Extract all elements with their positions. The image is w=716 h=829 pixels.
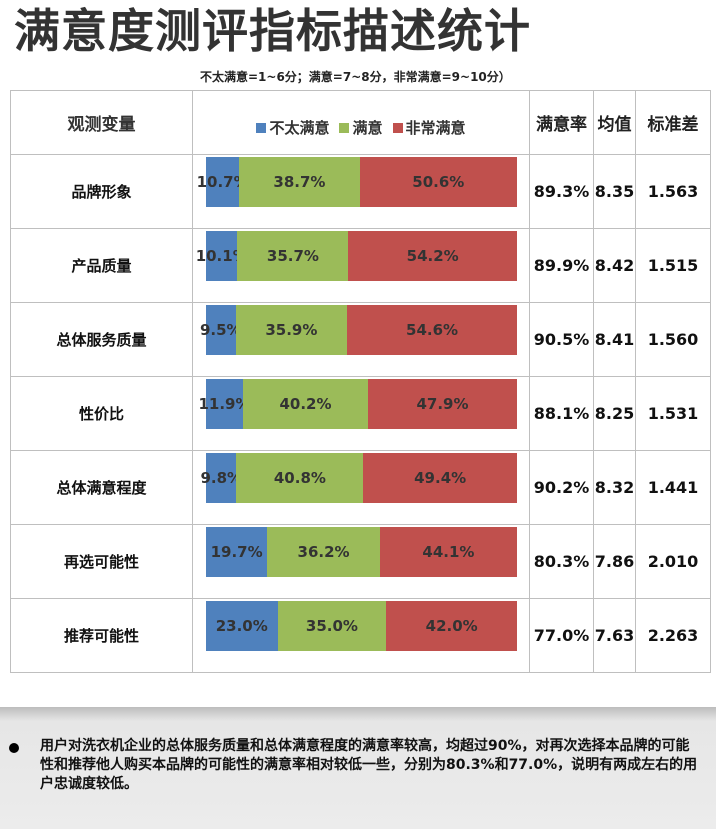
satisfaction-table: 观测变量 不太满意 满意 非常满意 满意率 均值 标准差 品牌形象 10.7% 38.7… (10, 90, 711, 673)
page-title: 满意度测评指标描述统计 (14, 4, 531, 58)
table-row: 总体满意程度 9.8% 40.8% 49.4% 90.2% 8.32 1.441 (10, 450, 711, 525)
row-label: 性价比 (10, 376, 193, 451)
bar-cell: 10.7% 38.7% 50.6% (192, 154, 530, 229)
stat-mean: 8.35 (593, 154, 636, 229)
stat-rate: 88.1% (529, 376, 594, 451)
table-row: 性价比 11.9% 40.2% 47.9% 88.1% 8.25 1.531 (10, 376, 711, 451)
table-header-row: 观测变量 不太满意 满意 非常满意 满意率 均值 标准差 (10, 90, 711, 155)
stacked-bar: 11.9% 40.2% 47.9% (198, 379, 517, 429)
summary-note-text: 用户对洗衣机企业的总体服务质量和总体满意程度的满意率较高，均超过90%，对再次选… (40, 738, 698, 792)
stat-rate: 77.0% (529, 598, 594, 673)
header-variable: 观测变量 (10, 90, 193, 155)
stat-sd: 1.563 (635, 154, 711, 229)
stat-sd: 1.441 (635, 450, 711, 525)
row-label: 推荐可能性 (10, 598, 193, 673)
bar-segment-high: 54.6% (347, 305, 517, 355)
stacked-bar: 19.7% 36.2% 44.1% (206, 527, 517, 577)
legend-item-mid: 满意 (339, 117, 383, 138)
legend-label: 不太满意 (269, 119, 330, 137)
bar-segment-high: 54.2% (348, 231, 517, 281)
stat-rate: 80.3% (529, 524, 594, 599)
chart-legend-cell: 不太满意 满意 非常满意 (192, 90, 530, 155)
bar-segment-high: 50.6% (359, 157, 517, 207)
bar-segment-high: 49.4% (363, 453, 517, 503)
bar-segment-low: 10.1% (196, 231, 248, 281)
stacked-bar: 9.8% 40.8% 49.4% (200, 453, 517, 503)
table-row: 产品质量 10.1% 35.7% 54.2% 89.9% 8.42 1.515 (10, 228, 711, 303)
stat-sd: 2.263 (635, 598, 711, 673)
row-label: 总体服务质量 (10, 302, 193, 377)
legend-swatch-low (256, 122, 267, 133)
legend-swatch-mid (339, 122, 350, 133)
bar-segment-mid: 35.7% (237, 231, 349, 281)
bar-segment-high: 47.9% (368, 379, 517, 429)
bar-segment-mid: 40.2% (243, 379, 369, 429)
bar-segment-mid: 40.8% (236, 453, 364, 503)
stat-sd: 1.515 (635, 228, 711, 303)
stat-mean: 7.86 (593, 524, 636, 599)
header-mean: 均值 (593, 90, 636, 155)
legend-item-low: 不太满意 (256, 117, 329, 138)
row-label: 品牌形象 (10, 154, 193, 229)
summary-note-panel: 用户对洗衣机企业的总体服务质量和总体满意程度的满意率较高，均超过90%，对再次选… (0, 707, 716, 829)
stacked-bar: 23.0% 35.0% 42.0% (206, 601, 517, 651)
table-body: 品牌形象 10.7% 38.7% 50.6% 89.3% 8.35 1.563 产品质量 10.… (10, 154, 711, 673)
bar-segment-low: 23.0% (206, 601, 278, 651)
bar-segment-low: 9.5% (200, 305, 242, 355)
legend-swatch-high (392, 122, 403, 133)
chart-legend: 不太满意 满意 非常满意 (193, 107, 529, 138)
row-label: 再选可能性 (10, 524, 193, 599)
stat-mean: 8.32 (593, 450, 636, 525)
legend-label: 满意 (352, 119, 383, 137)
bar-cell: 23.0% 35.0% 42.0% (192, 598, 530, 673)
row-label: 产品质量 (10, 228, 193, 303)
table-row: 总体服务质量 9.5% 35.9% 54.6% 90.5% 8.41 1.560 (10, 302, 711, 377)
bar-cell: 9.8% 40.8% 49.4% (192, 450, 530, 525)
bar-segment-low: 10.7% (197, 157, 249, 207)
header-rate: 满意率 (529, 90, 594, 155)
score-definition-note: 不太满意=1~6分；满意=7~8分，非常满意=9~10分） (200, 70, 511, 84)
stat-sd: 2.010 (635, 524, 711, 599)
bar-segment-high: 42.0% (386, 601, 517, 651)
stat-rate: 90.2% (529, 450, 594, 525)
stacked-bar: 9.5% 35.9% 54.6% (200, 305, 517, 355)
table-row: 品牌形象 10.7% 38.7% 50.6% 89.3% 8.35 1.563 (10, 154, 711, 229)
bar-cell: 10.1% 35.7% 54.2% (192, 228, 530, 303)
stacked-bar: 10.7% 38.7% 50.6% (197, 157, 517, 207)
stat-mean: 7.63 (593, 598, 636, 673)
stat-rate: 90.5% (529, 302, 594, 377)
stat-rate: 89.9% (529, 228, 594, 303)
stat-mean: 8.41 (593, 302, 636, 377)
bar-cell: 9.5% 35.9% 54.6% (192, 302, 530, 377)
bar-cell: 19.7% 36.2% 44.1% (192, 524, 530, 599)
stat-sd: 1.531 (635, 376, 711, 451)
bar-segment-mid: 36.2% (267, 527, 380, 577)
bar-segment-high: 44.1% (379, 527, 517, 577)
stat-mean: 8.25 (593, 376, 636, 451)
row-label: 总体满意程度 (10, 450, 193, 525)
bar-segment-low: 9.8% (200, 453, 242, 503)
bullet-icon (9, 743, 19, 753)
legend-label: 非常满意 (405, 119, 466, 137)
bar-segment-low: 11.9% (198, 379, 251, 429)
bar-cell: 11.9% 40.2% 47.9% (192, 376, 530, 451)
bar-segment-mid: 35.9% (235, 305, 348, 355)
bar-segment-mid: 35.0% (277, 601, 387, 651)
legend-item-high: 非常满意 (392, 117, 466, 138)
bar-segment-mid: 38.7% (239, 157, 360, 207)
stacked-bar: 10.1% 35.7% 54.2% (196, 231, 517, 281)
stat-sd: 1.560 (635, 302, 711, 377)
table-row: 推荐可能性 23.0% 35.0% 42.0% 77.0% 7.63 2.263 (10, 598, 711, 673)
stat-rate: 89.3% (529, 154, 594, 229)
table-row: 再选可能性 19.7% 36.2% 44.1% 80.3% 7.86 2.010 (10, 524, 711, 599)
bar-segment-low: 19.7% (206, 527, 268, 577)
header-sd: 标准差 (635, 90, 711, 155)
stat-mean: 8.42 (593, 228, 636, 303)
